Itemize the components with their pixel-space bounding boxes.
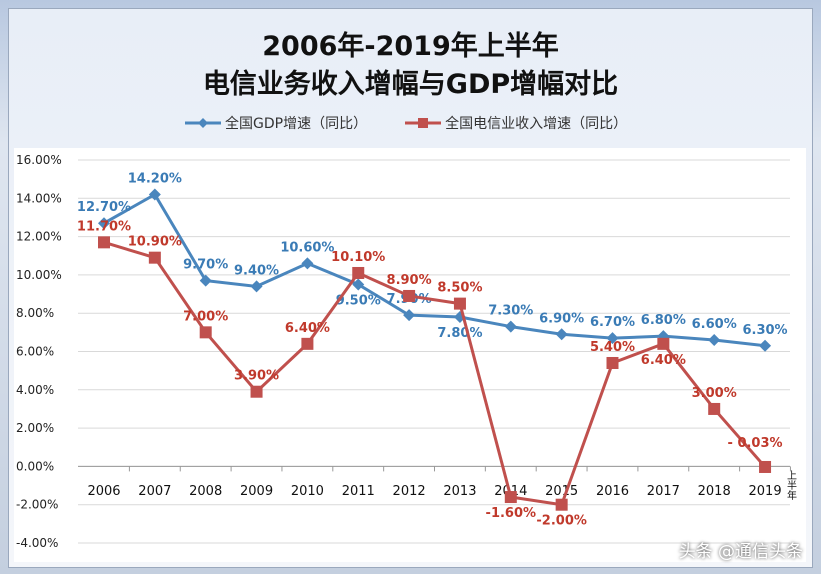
gdp-point [504, 320, 517, 333]
telecom-data-label: 8.50% [437, 281, 482, 296]
telecom-point [708, 402, 721, 415]
telecom-point [504, 491, 517, 504]
gdp-point [708, 334, 721, 347]
legend-gdp: 全国GDP增速（同比） [185, 113, 367, 133]
y-tick-label: 2.00% [16, 421, 54, 435]
x-tick-label: 2016 [596, 484, 629, 499]
gdp-point [148, 188, 161, 201]
y-tick-label: -2.00% [16, 498, 58, 512]
watermark: 头条 @通信头条 [678, 542, 803, 562]
series-line-0 [103, 192, 766, 348]
telecom-data-label: 8.90% [387, 273, 432, 288]
y-tick-label: 16.00% [16, 153, 62, 167]
gdp-data-label: 7.80% [437, 326, 482, 341]
telecom-data-label: 6.40% [641, 353, 686, 368]
gdp-data-label: 6.80% [641, 313, 686, 328]
gdp-data-label: 6.30% [742, 323, 787, 338]
telecom-data-label: -2.00% [536, 514, 587, 529]
telecom-data-label: -1.60% [486, 506, 537, 521]
gdp-point [606, 332, 619, 345]
telecom-data-label: 3.00% [692, 386, 737, 401]
gdp-data-label: 9.50% [336, 293, 381, 308]
x-tick-label: 2015 [545, 484, 578, 499]
legend-telecom-marker [405, 118, 442, 128]
legend-gdp-marker [185, 118, 221, 128]
series-line-1 [103, 240, 767, 507]
legend: 全国GDP增速（同比） 全国电信业收入增速（同比） [185, 113, 627, 133]
gdp-point [250, 280, 263, 293]
y-tick-label: 8.00% [16, 306, 54, 320]
y-tick-label: 14.00% [16, 191, 62, 205]
telecom-point [352, 266, 365, 279]
x-tick-label: 2008 [189, 484, 222, 499]
telecom-point [199, 326, 212, 339]
y-tick-label: 4.00% [16, 383, 54, 397]
telecom-data-label: 10.10% [331, 250, 385, 265]
gdp-data-label: 6.90% [539, 311, 584, 326]
telecom-point [453, 297, 466, 310]
x-tick-label: 2017 [647, 484, 680, 499]
x-category-note: 上半年 [785, 470, 797, 501]
gdp-point [759, 339, 772, 352]
x-tick-label: 2006 [87, 484, 120, 499]
x-tick-label: 2010 [291, 484, 324, 499]
telecom-data-label: 5.40% [590, 340, 635, 355]
telecom-data-label: 7.00% [183, 309, 228, 324]
gdp-data-label: 9.70% [183, 258, 228, 273]
gdp-data-label: 12.70% [77, 200, 131, 215]
plot-area [14, 148, 806, 562]
y-tick-label: 6.00% [16, 345, 54, 359]
telecom-data-label: 6.40% [285, 321, 330, 336]
x-tick-label: 2013 [443, 484, 476, 499]
chart-subtitle: 电信业务收入增幅与GDP增幅对比 [202, 69, 619, 100]
telecom-data-label: 3.90% [234, 369, 279, 384]
x-tick-label: 2018 [698, 484, 731, 499]
telecom-data-label: 11.70% [77, 219, 131, 234]
gdp-data-label: 10.60% [280, 240, 334, 255]
gdp-point [199, 274, 212, 287]
telecom-point [301, 337, 314, 350]
telecom-point [403, 289, 416, 302]
y-tick-label: -4.00% [16, 536, 58, 550]
telecom-point [759, 460, 772, 473]
y-tick-label: 12.00% [16, 230, 62, 244]
legend-telecom: 全国电信业收入增速（同比） [405, 113, 627, 133]
x-tick-label: 2011 [342, 484, 375, 499]
legend-telecom-label: 全国电信业收入增速（同比） [445, 116, 628, 132]
gdp-point [98, 217, 110, 230]
x-tick-label: 2019 [749, 484, 782, 499]
telecom-point [606, 356, 619, 369]
gdp-data-label: 9.40% [234, 263, 279, 278]
legend-gdp-label: 全国GDP增速（同比） [225, 116, 368, 132]
telecom-point [98, 236, 110, 249]
chart-title: 2006年-2019年上半年 [262, 31, 559, 62]
gdp-data-label: 6.70% [590, 315, 635, 330]
gdp-data-label: 14.20% [128, 171, 182, 186]
y-tick-label: 10.00% [16, 268, 62, 282]
y-tick-label: 0.00% [16, 459, 54, 473]
telecom-point [250, 385, 263, 398]
gdp-point [403, 309, 416, 322]
gdp-point [352, 278, 365, 291]
x-tick-label: 2012 [393, 484, 426, 499]
x-tick-label: 2009 [240, 484, 273, 499]
gdp-data-label: 6.60% [692, 317, 737, 332]
telecom-point [148, 251, 161, 264]
telecom-data-label: 10.90% [128, 235, 182, 250]
telecom-point [657, 337, 670, 350]
telecom-point [555, 498, 568, 511]
x-tick-label: 2007 [138, 484, 171, 499]
gdp-data-label: 7.30% [488, 304, 533, 319]
gdp-point [301, 257, 314, 270]
gdp-point [555, 328, 568, 341]
telecom-data-label: - 0.03% [728, 436, 783, 451]
